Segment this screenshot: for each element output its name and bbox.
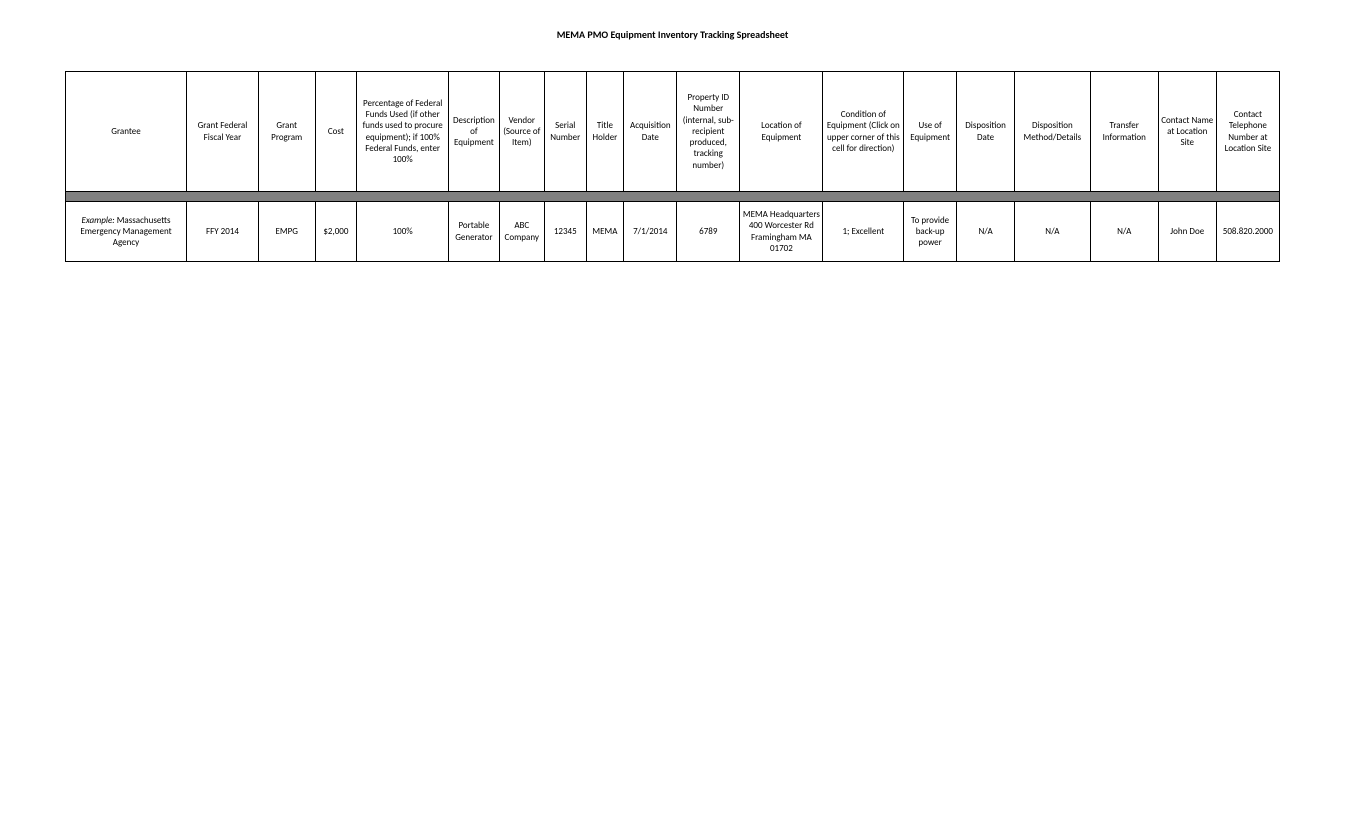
col-header: Description of Equipment bbox=[449, 72, 499, 192]
col-header: Grant Program bbox=[258, 72, 315, 192]
cell: 7/1/2014 bbox=[624, 202, 677, 262]
col-header: Grantee bbox=[66, 72, 187, 192]
col-header: Use of Equipment bbox=[904, 72, 957, 192]
header-row: Grantee Grant Federal Fiscal Year Grant … bbox=[66, 72, 1280, 192]
col-header: Property ID Number (internal, sub-recipi… bbox=[677, 72, 740, 192]
cell: N/A bbox=[957, 202, 1015, 262]
col-header: Contact Name at Location Site bbox=[1158, 72, 1216, 192]
table-row: Example: Massachusetts Emergency Managem… bbox=[66, 202, 1280, 262]
col-header: Percentage of Federal Funds Used (if oth… bbox=[357, 72, 449, 192]
col-header: Serial Number bbox=[544, 72, 586, 192]
col-header: Transfer Information bbox=[1090, 72, 1158, 192]
cell: 508.820.2000 bbox=[1216, 202, 1279, 262]
cell: ABC Company bbox=[499, 202, 544, 262]
cell: To provide back-up power bbox=[904, 202, 957, 262]
cell: 100% bbox=[357, 202, 449, 262]
col-header: Cost bbox=[315, 72, 357, 192]
col-header: Grant Federal Fiscal Year bbox=[187, 72, 259, 192]
cell-grantee: Example: Massachusetts Emergency Managem… bbox=[66, 202, 187, 262]
inventory-table: Grantee Grant Federal Fiscal Year Grant … bbox=[65, 71, 1280, 262]
col-header: Condition of Equipment (Click on upper c… bbox=[823, 72, 904, 192]
col-header: Disposition Date bbox=[957, 72, 1015, 192]
cell: N/A bbox=[1015, 202, 1091, 262]
col-header: Acquisition Date bbox=[624, 72, 677, 192]
spacer-row bbox=[66, 192, 1280, 202]
cell: 1; Excellent bbox=[823, 202, 904, 262]
col-header: Location of Equipment bbox=[740, 72, 823, 192]
cell: FFY 2014 bbox=[187, 202, 259, 262]
page-title: MEMA PMO Equipment Inventory Tracking Sp… bbox=[0, 0, 1345, 71]
col-header: Vendor (Source of Item) bbox=[499, 72, 544, 192]
example-prefix: Example: bbox=[81, 215, 114, 226]
cell: $2,000 bbox=[315, 202, 357, 262]
cell: John Doe bbox=[1158, 202, 1216, 262]
cell: 12345 bbox=[544, 202, 586, 262]
cell: EMPG bbox=[258, 202, 315, 262]
col-header: Disposition Method/Details bbox=[1015, 72, 1091, 192]
col-header: Title Holder bbox=[586, 72, 624, 192]
cell: MEMA Headquarters 400 Worcester Rd Frami… bbox=[740, 202, 823, 262]
cell: MEMA bbox=[586, 202, 624, 262]
cell: N/A bbox=[1090, 202, 1158, 262]
cell: 6789 bbox=[677, 202, 740, 262]
col-header: Contact Telephone Number at Location Sit… bbox=[1216, 72, 1279, 192]
table-container: Grantee Grant Federal Fiscal Year Grant … bbox=[0, 71, 1345, 262]
cell: Portable Generator bbox=[449, 202, 499, 262]
